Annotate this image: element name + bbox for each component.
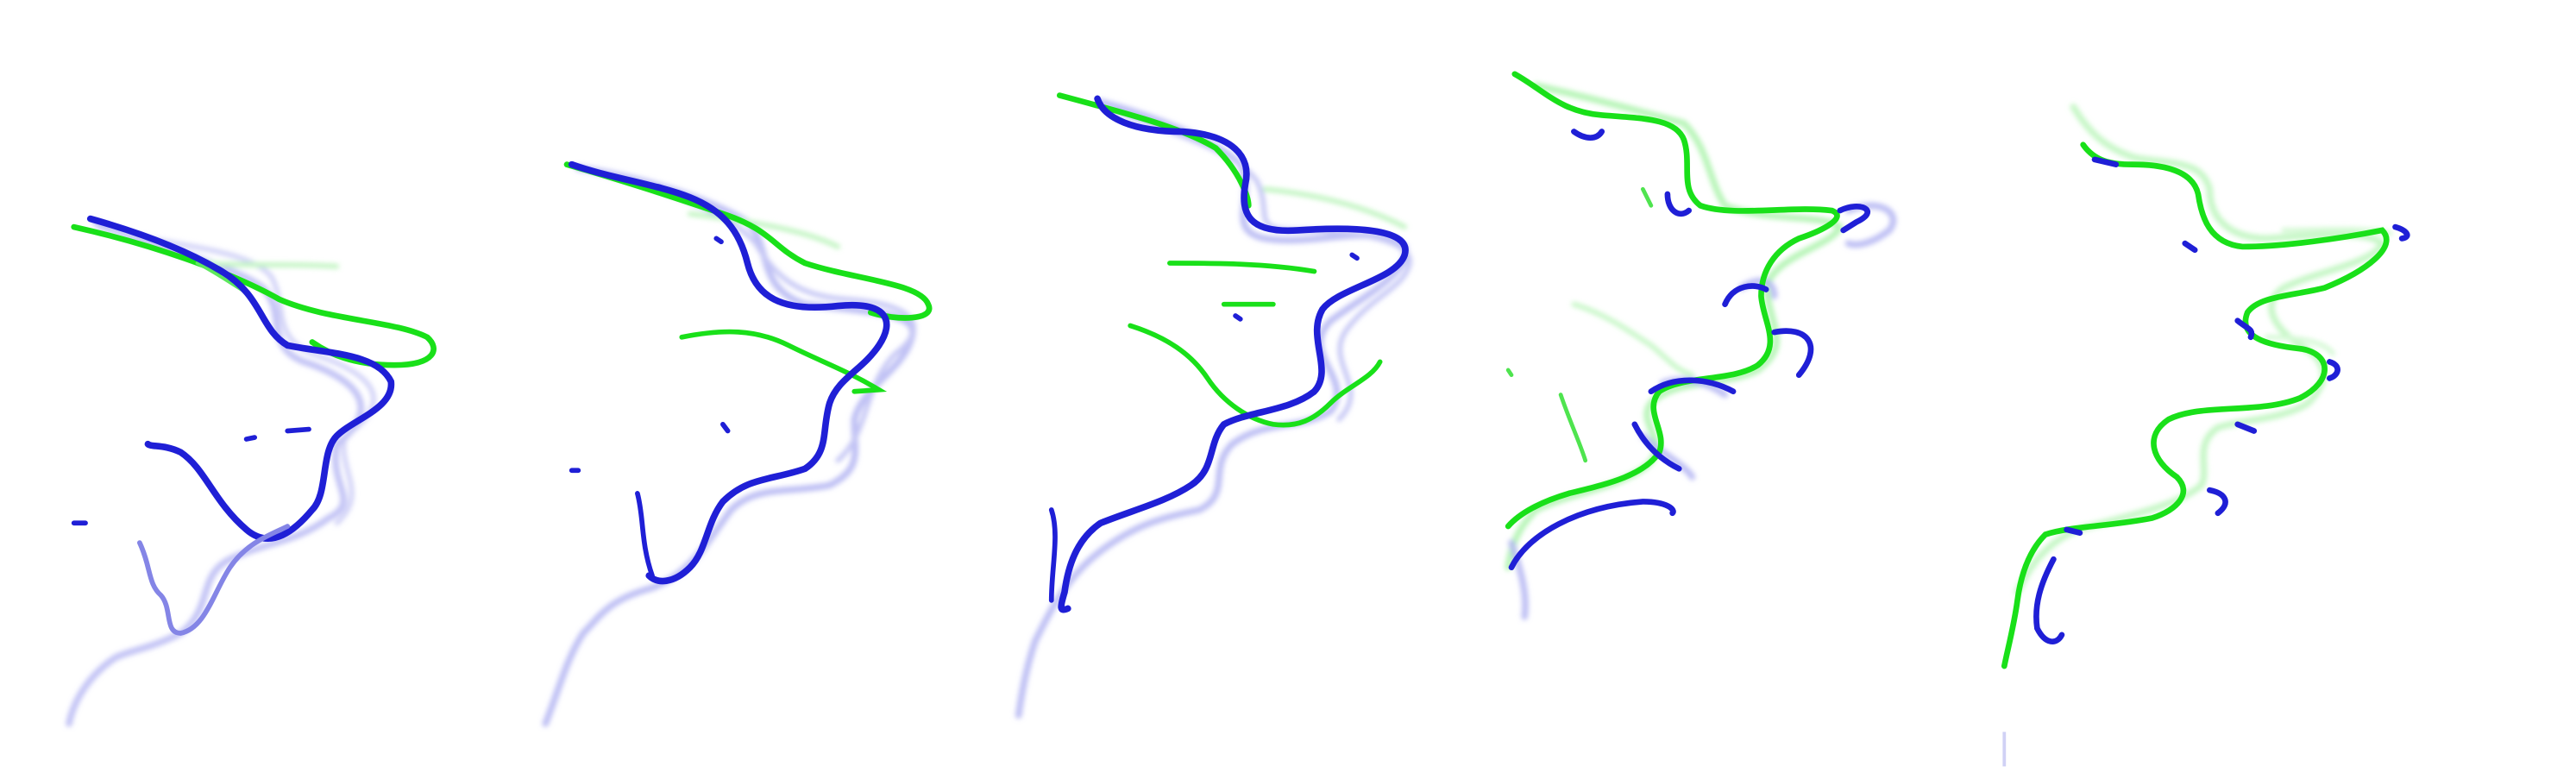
green-trace — [563, 161, 933, 321]
blue-trace — [568, 160, 890, 585]
blue-fragment — [1233, 252, 1360, 322]
green-trace — [2001, 141, 2390, 669]
blue-fragment — [2033, 156, 2410, 644]
faint-green-trace — [1262, 186, 1408, 229]
blue-fragment — [71, 426, 311, 526]
green-trace — [1505, 186, 1654, 463]
panel-1 — [66, 215, 437, 727]
faint-blue-trace — [588, 168, 916, 463]
green-trace — [1505, 71, 1840, 530]
blue-fragment — [569, 236, 731, 474]
blue-trace — [1048, 507, 1058, 603]
blue-trace — [86, 215, 395, 542]
faint-blue-trace — [1015, 98, 1410, 720]
blue-trace — [1058, 95, 1409, 613]
faint-green-trace — [1571, 301, 1695, 378]
blue-fragment — [1508, 129, 1871, 571]
panel-5 — [2001, 104, 2410, 767]
blue-trace — [137, 524, 291, 636]
panel-3 — [1015, 92, 1412, 720]
green-trace — [1167, 261, 1317, 307]
faint-blue-trace — [66, 218, 365, 727]
green-trace — [1128, 323, 1383, 428]
green-trace — [1056, 92, 1252, 209]
faint-blue-trace — [542, 164, 916, 727]
blue-trace — [635, 491, 655, 579]
green-trace — [679, 329, 888, 394]
faint-blue-trace — [96, 224, 376, 526]
panel-2 — [542, 160, 933, 727]
faint-green-trace — [687, 211, 841, 249]
faint-blue-trace — [1115, 109, 1412, 422]
green-trace — [71, 223, 437, 368]
panel-4 — [1505, 71, 1897, 620]
